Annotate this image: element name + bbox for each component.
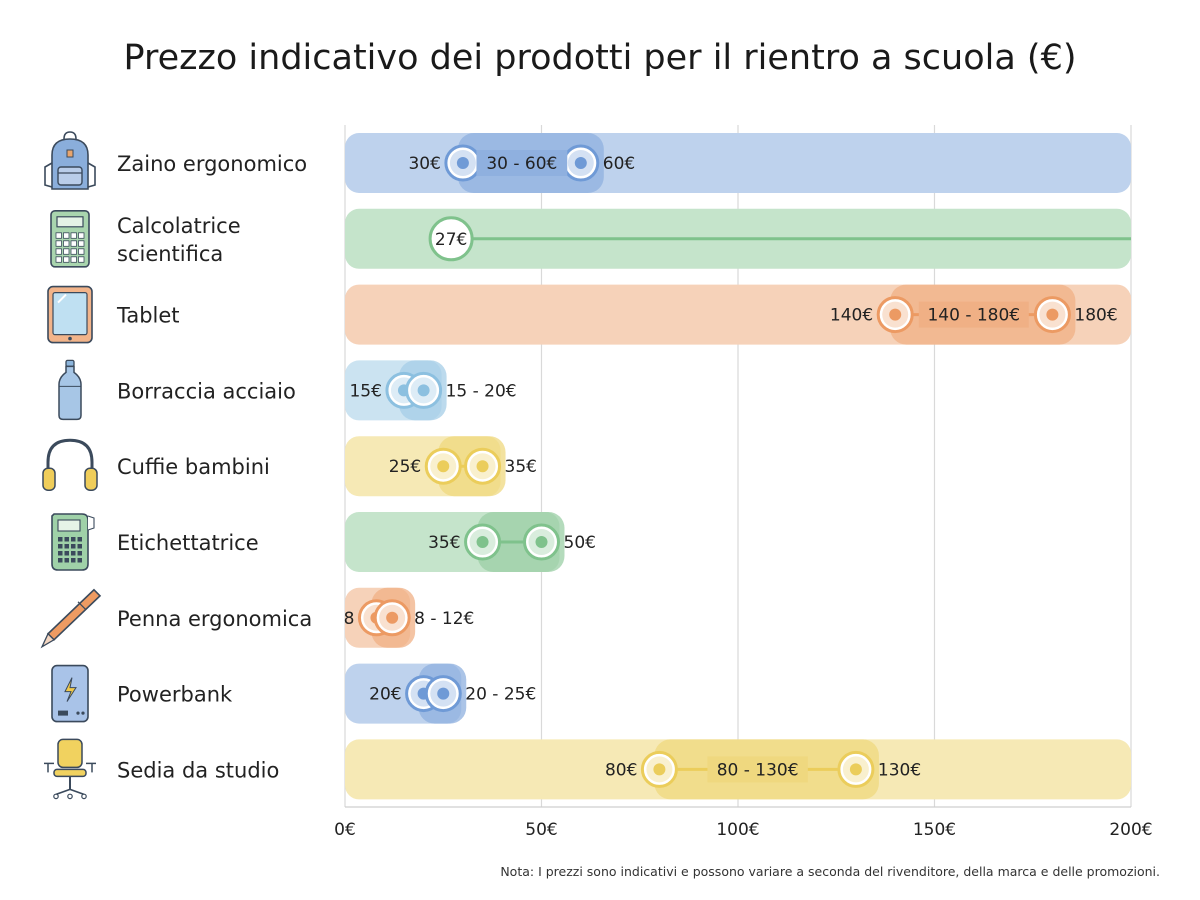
min-value-label: 20€ (369, 685, 401, 705)
max-marker (523, 523, 560, 561)
chart-row: Tablet 140€ 140 - 180€ 180€ (47, 284, 1131, 345)
min-value-label: 15€ (349, 381, 381, 401)
min-value-label: 25€ (389, 457, 421, 477)
min-value-label: 8 (344, 609, 355, 629)
max-value-label: 35€ (505, 457, 537, 477)
min-marker (464, 523, 502, 561)
pen-icon (40, 588, 102, 649)
chart-row: Cuffie bambini 25€ 35€ (42, 436, 537, 497)
max-marker (1033, 296, 1071, 334)
category-label: Etichettatrice (117, 531, 259, 555)
category-label: Sedia da studio (117, 758, 279, 782)
min-value-label: 35€ (428, 533, 460, 553)
tablet-icon (47, 285, 93, 344)
range-label: 80 - 130€ (717, 760, 799, 780)
chart-row: Etichettatrice 35€ 50€ (51, 512, 596, 572)
category-label: Calcolatrice (117, 214, 241, 238)
max-value-label: 180€ (1074, 306, 1117, 326)
calculator-icon (50, 210, 90, 268)
headphones-icon (42, 438, 98, 491)
chart-row: Penna ergonomica 8 8 - 12€ (40, 587, 474, 649)
chart-row: Sedia da studio 80€ 80 - 130€ 130€ (44, 738, 1131, 800)
max-value-label: 50€ (564, 533, 596, 553)
range-label-bg (707, 756, 808, 783)
max-value-label: 130€ (878, 760, 921, 780)
x-tick-label: 0€ (334, 820, 356, 840)
category-label: Zaino ergonomico (117, 152, 307, 176)
range-label: 20 - 25€ (465, 685, 536, 705)
x-tick-label: 200€ (1109, 820, 1152, 840)
range-label: 140 - 180€ (927, 306, 1020, 326)
max-marker (562, 144, 600, 182)
min-value-label: 140€ (830, 306, 873, 326)
min-marker (640, 750, 678, 788)
backpack-icon (44, 131, 96, 190)
desk-chair-icon (44, 738, 96, 800)
min-marker (444, 144, 482, 182)
x-tick-label: 50€ (525, 820, 557, 840)
category-label: Cuffie bambini (117, 455, 270, 479)
footnote: Nota: I prezzi sono indicativi e possono… (500, 864, 1160, 879)
chart-row: Borraccia acciaio 15€ 15 - 20€ (58, 359, 517, 421)
label-maker-icon (51, 513, 95, 571)
min-value-label: 80€ (605, 760, 637, 780)
max-value-label: 60€ (603, 154, 635, 174)
category-label: Penna ergonomica (117, 607, 312, 631)
chart-title: Prezzo indicativo dei prodotti per il ri… (123, 38, 1077, 78)
min-value-label: 27€ (435, 230, 467, 250)
max-marker (424, 675, 462, 713)
chart-row: Powerbank 20€ 20 - 25€ (51, 663, 536, 724)
min-value-label: 30€ (408, 154, 440, 174)
category-label: scientifica (117, 242, 223, 266)
x-tick-label: 150€ (913, 820, 956, 840)
range-label-bg (918, 301, 1029, 328)
range-label: 8 - 12€ (414, 609, 474, 629)
chart-row: Zaino ergonomico 30€ 30 - 60€ 60€ (44, 131, 1131, 193)
chart-row: Calcolatrice scientifica 27€ (50, 208, 1131, 269)
range-label: 30 - 60€ (486, 154, 557, 174)
water-bottle-icon (58, 359, 82, 421)
category-label: Borraccia acciaio (117, 379, 296, 403)
powerbank-icon (51, 664, 89, 723)
max-marker (464, 447, 502, 485)
max-marker (837, 750, 875, 788)
x-tick-label: 100€ (716, 820, 759, 840)
value-marker (428, 216, 474, 262)
range-label-bg (476, 150, 568, 176)
category-label: Tablet (116, 304, 180, 328)
min-marker (876, 296, 914, 334)
range-label: 15 - 20€ (446, 381, 517, 401)
max-marker (405, 371, 443, 409)
max-marker (373, 599, 411, 637)
category-label: Powerbank (117, 683, 233, 707)
min-marker (424, 447, 462, 485)
